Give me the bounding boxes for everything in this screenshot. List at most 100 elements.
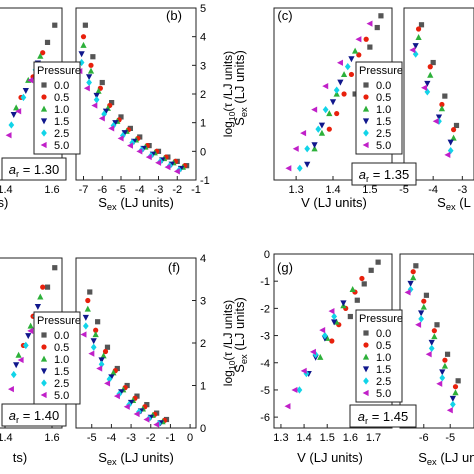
annotation-box (351, 162, 417, 186)
data-point-1.0 (431, 333, 438, 340)
data-point-1.5 (127, 399, 135, 406)
data-point-5.0 (40, 141, 47, 149)
data-point-1.0 (87, 67, 95, 74)
data-point-5.0 (40, 391, 47, 399)
data-point-2.5 (90, 343, 97, 351)
legend-entry: 2.5 (376, 376, 391, 388)
legend-entry: 1.5 (376, 116, 391, 128)
legend: Pressure 0.00.51.01.52.55.0 (355, 309, 403, 403)
data-point-2.5 (86, 78, 92, 87)
data-point-0.0 (118, 114, 124, 120)
data-point-1.0 (37, 52, 44, 59)
data-point-0.5 (102, 348, 109, 355)
data-point-2.5 (8, 121, 15, 129)
legend-entry: 5.0 (54, 390, 69, 402)
data-point-5.0 (300, 367, 307, 375)
data-point-5.0 (300, 129, 307, 137)
panel-label: (g) (277, 260, 293, 275)
annotation-box (1, 157, 67, 181)
data-point-5.0 (143, 416, 150, 423)
right-subplot-frame (403, 7, 474, 181)
x-tick-label: 1.4 (296, 432, 311, 444)
data-point-2.5 (304, 145, 311, 153)
x-tick-label: -6 (419, 432, 429, 444)
data-point-1.0 (438, 105, 446, 112)
data-point-2.5 (449, 400, 456, 409)
data-point-1.0 (352, 47, 359, 54)
data-point-1.5 (318, 122, 326, 129)
data-point-5.0 (98, 115, 105, 122)
data-point-1.5 (13, 362, 20, 369)
data-point-0.0 (413, 263, 419, 269)
data-point-2.5 (333, 86, 340, 94)
y-tick-label: 0 (200, 146, 206, 158)
data-point-5.0 (80, 331, 87, 338)
panel-g: 1.3 1.4 1.5 1.6 1.7 -6 -5 -6 -5 -4 -3 -2 -1 0 V (LJ un… (232, 249, 474, 467)
legend-box (355, 309, 403, 403)
data-point-0.0 (90, 54, 96, 60)
data-point-5.0 (322, 83, 329, 90)
data-point-5.0 (336, 59, 343, 66)
data-point-1.5 (112, 120, 119, 127)
data-point-1.0 (362, 353, 370, 360)
data-point-1.5 (362, 118, 370, 125)
data-point-0.0 (378, 13, 384, 19)
data-point-1.5 (34, 303, 42, 310)
data-point-0.5 (88, 62, 94, 68)
data-point-5.0 (319, 327, 326, 334)
legend-title: Pressure (359, 65, 403, 77)
data-point-1.0 (84, 305, 91, 312)
data-points (7, 265, 170, 428)
data-point-1.5 (25, 333, 32, 340)
data-point-5.0 (91, 102, 98, 109)
x-tick-label: -2 (172, 184, 182, 196)
y-tick-label: 4 (200, 32, 206, 44)
y-tick-label: 2 (200, 89, 206, 101)
x-tick-label: -1 (166, 432, 176, 444)
data-point-0.0 (52, 265, 58, 271)
y-tick-label: -5 (260, 385, 270, 397)
legend: Pressure 0.00.51.01.52.55.0 (355, 61, 403, 155)
data-point-0.5 (442, 357, 448, 363)
data-point-5.0 (15, 108, 22, 115)
data-point-1.5 (439, 369, 446, 376)
legend-entry: 1.0 (376, 352, 391, 364)
data-point-5.0 (284, 403, 291, 410)
x-tick-label: 1.6 (343, 432, 358, 444)
legend-entry: 1.5 (54, 116, 69, 128)
panel-label: (c) (277, 8, 292, 23)
data-point-5.0 (309, 348, 316, 355)
y-axis-label: Sex (LJ units) (232, 297, 249, 373)
data-points (284, 259, 461, 414)
data-point-0.0 (418, 22, 425, 28)
data-point-2.5 (41, 129, 47, 137)
data-point-0.5 (41, 344, 47, 350)
x-tick-label: -5 (87, 432, 97, 444)
data-point-1.0 (415, 33, 422, 40)
data-point-0.0 (442, 93, 448, 99)
data-point-1.5 (447, 139, 454, 146)
data-point-1.5 (311, 142, 318, 149)
data-point-1.5 (82, 314, 89, 321)
legend-entry: 5.0 (54, 140, 69, 152)
x-tick-label: 1.4 (0, 184, 13, 196)
data-point-0.5 (329, 338, 335, 344)
data-point-0.0 (44, 284, 51, 290)
data-point-2.5 (418, 315, 425, 323)
data-point-0.0 (41, 332, 47, 338)
legend-entry: 0.0 (54, 80, 69, 92)
data-point-5.0 (328, 307, 335, 315)
data-point-5.0 (108, 125, 115, 132)
data-point-0.5 (431, 328, 437, 334)
legend-box (355, 61, 403, 155)
data-point-1.5 (412, 43, 419, 50)
data-point-1.5 (78, 51, 85, 58)
data-point-5.0 (27, 77, 34, 84)
data-point-0.5 (363, 94, 369, 100)
data-point-0.5 (341, 91, 347, 97)
data-point-5.0 (133, 410, 140, 418)
data-point-1.5 (93, 92, 100, 99)
x-axis-label-left: ils) (0, 195, 8, 210)
x-tick-label: 1.4 (325, 184, 340, 196)
x-tick-label: 1.6 (44, 432, 59, 444)
